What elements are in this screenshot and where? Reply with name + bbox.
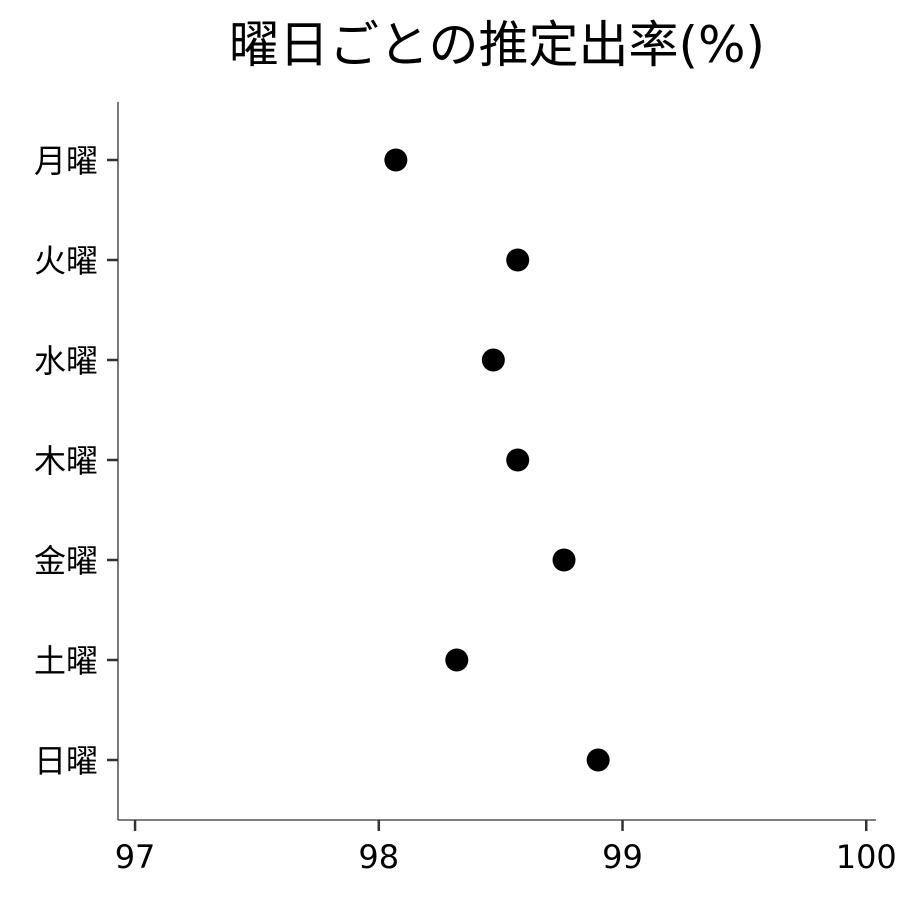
y-tick-label: 木曜 [34, 442, 98, 480]
data-point [586, 748, 610, 772]
y-tick-label: 火曜 [34, 242, 98, 280]
y-tick-label: 日曜 [34, 742, 98, 780]
x-axis: 97 98 99 100 [115, 820, 897, 876]
y-tick-label: 金曜 [34, 542, 98, 580]
data-point [445, 648, 469, 672]
x-tick-label: 100 [836, 838, 897, 876]
x-tick-label: 97 [115, 838, 156, 876]
y-tick-label: 月曜 [34, 142, 98, 180]
y-tick-label: 水曜 [34, 342, 98, 380]
data-points [384, 148, 610, 772]
data-point [506, 448, 530, 472]
data-point [481, 348, 505, 372]
x-tick-label: 98 [358, 838, 399, 876]
chart-title: 曜日ごとの推定出率(%) [229, 16, 765, 74]
data-point [552, 548, 576, 572]
y-tick-label: 土曜 [34, 642, 98, 680]
x-tick-label: 99 [602, 838, 643, 876]
data-point [384, 148, 408, 172]
data-point [506, 248, 530, 272]
